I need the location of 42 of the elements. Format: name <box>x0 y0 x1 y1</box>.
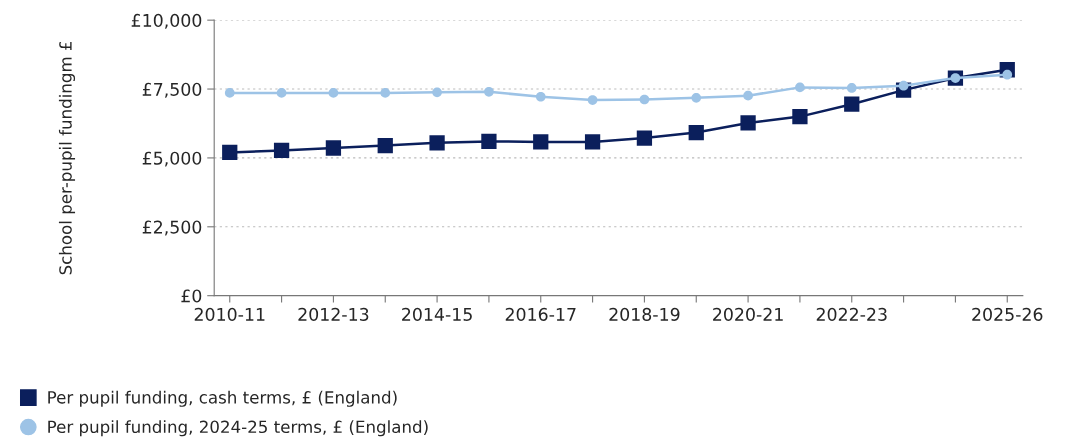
point <box>328 88 339 98</box>
point <box>481 133 497 150</box>
x-tick-label: 2014-15 <box>402 307 472 321</box>
point <box>792 108 808 125</box>
point <box>636 130 653 146</box>
point <box>325 140 342 156</box>
y-tick-label: £0 <box>181 289 202 303</box>
x-tick-label: 2025-26 <box>972 307 1043 321</box>
legend-label: Per pupil funding, 2024-25 terms, £ (England) <box>48 420 428 437</box>
point <box>688 124 704 141</box>
point <box>222 144 238 161</box>
x-tick-label: 2010-11 <box>194 307 265 321</box>
point <box>587 95 598 105</box>
x-tick-label: 2022-23 <box>816 307 887 321</box>
point <box>740 115 756 131</box>
point <box>380 88 391 98</box>
point <box>846 83 857 93</box>
y-tick-label: £2,500 <box>142 220 202 236</box>
x-tick-label: 2020-21 <box>713 307 783 321</box>
point <box>224 88 235 98</box>
point <box>795 82 805 93</box>
point <box>377 137 393 154</box>
point <box>276 88 287 98</box>
x-tick-label: 2018-19 <box>609 307 680 321</box>
point <box>691 93 702 103</box>
y-tick-label: £7,500 <box>142 82 202 98</box>
x-tick-label: 2012-13 <box>298 307 369 321</box>
point <box>639 94 650 105</box>
y-tick-label: £5,000 <box>142 151 202 167</box>
point <box>535 91 546 102</box>
point <box>432 87 442 98</box>
x-tick-label: 2016-17 <box>505 307 576 321</box>
point <box>273 142 290 159</box>
point <box>484 86 494 97</box>
point <box>743 90 753 101</box>
y-tick-label: £10,000 <box>131 13 202 29</box>
point <box>533 134 549 150</box>
point <box>584 134 601 150</box>
legend-label: Per pupil funding, cash terms, £ (England) <box>48 390 397 407</box>
point <box>844 96 860 112</box>
point <box>429 135 445 151</box>
y-axis-title: School per-pupil fundingm £ <box>58 41 76 275</box>
